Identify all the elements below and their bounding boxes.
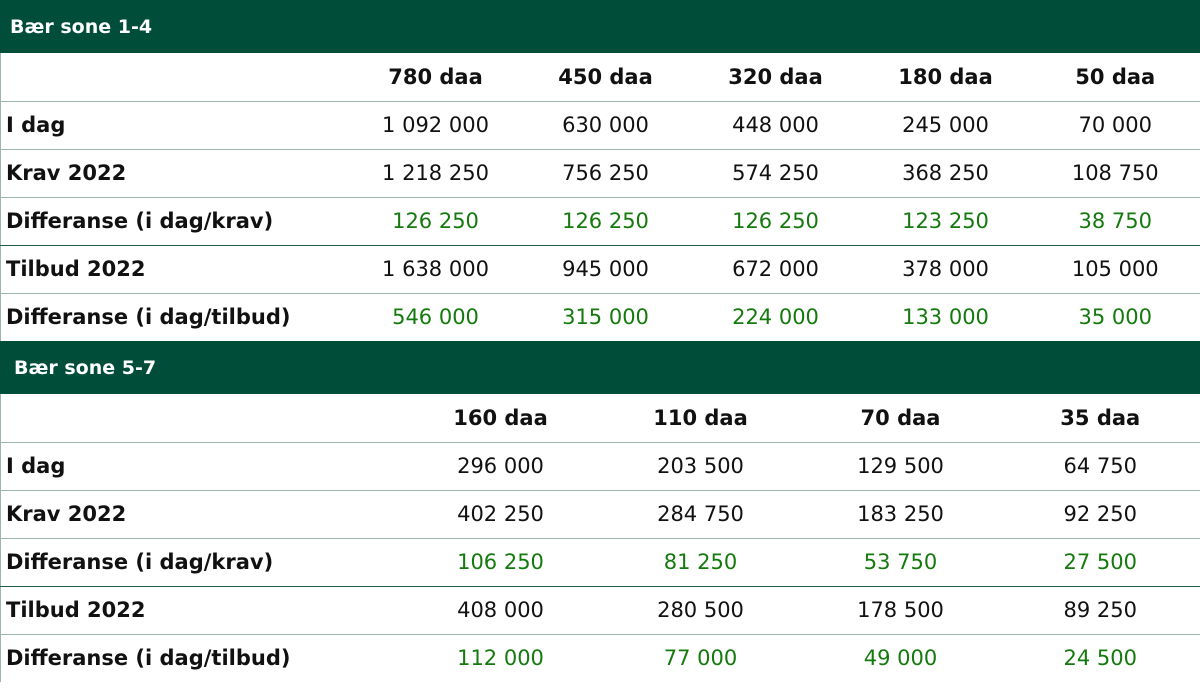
column-header: 320 daa <box>690 53 861 102</box>
column-header: 35 daa <box>1000 394 1200 443</box>
table-cell: 945 000 <box>520 245 691 294</box>
table-cell: 284 750 <box>600 490 801 539</box>
table-cell: 112 000 <box>457 646 544 671</box>
table-cell: 64 750 <box>1000 442 1200 491</box>
column-header: 70 daa <box>800 394 1001 443</box>
table-cell: 280 500 <box>600 586 801 635</box>
table-cell: 38 750 <box>1030 197 1200 246</box>
table-cell: 756 250 <box>520 149 691 198</box>
table-cell: 546 000 <box>392 305 479 330</box>
table-cell: 224 000 <box>732 305 819 330</box>
table-cell: 378 000 <box>860 245 1031 294</box>
table-header-row: 780 daa 450 daa 320 daa 180 daa 50 daa <box>0 53 1200 102</box>
table-cell: 77 000 <box>663 646 738 671</box>
table-cell: 24 500 <box>1000 634 1200 682</box>
table-row: Krav 2022 402 250 284 750 183 250 92 250 <box>0 490 1200 539</box>
row-label: I dag <box>0 442 401 491</box>
row-label: Differanse (i dag/tilbud) <box>0 634 401 682</box>
table-row-difference: Differanse (i dag/tilbud) 546 000 315 00… <box>0 293 1200 341</box>
table-row: Krav 2022 1 218 250 756 250 574 250 368 … <box>0 149 1200 198</box>
table-row-difference: Differanse (i dag/tilbud) 112 000 77 000… <box>0 634 1200 682</box>
row-label: Krav 2022 <box>0 490 401 539</box>
table-cell: 126 250 <box>520 197 691 246</box>
column-header: 450 daa <box>520 53 691 102</box>
table-cell: 368 250 <box>860 149 1031 198</box>
table-cell: 296 000 <box>400 442 601 491</box>
row-label: I dag <box>0 101 351 150</box>
table-cell: 49 000 <box>863 646 938 671</box>
column-header: 110 daa <box>600 394 801 443</box>
table-cell: 123 250 <box>860 197 1031 246</box>
table-row-difference: Differanse (i dag/krav) 106 250 81 250 5… <box>0 538 1200 587</box>
column-header: 180 daa <box>860 53 1031 102</box>
table-cell: 315 000 <box>562 305 649 330</box>
table-row: Tilbud 2022 1 638 000 945 000 672 000 37… <box>0 245 1200 294</box>
table-header-row: 160 daa 110 daa 70 daa 35 daa <box>0 394 1200 443</box>
table-row: I dag 296 000 203 500 129 500 64 750 <box>0 442 1200 491</box>
corner-cell <box>0 394 401 443</box>
table-cell: 133 000 <box>902 305 989 330</box>
table-cell: 92 250 <box>1000 490 1200 539</box>
table-cell: 408 000 <box>400 586 601 635</box>
section-title: Bær sone 1-4 <box>10 15 153 38</box>
table-cell: 108 750 <box>1030 149 1200 198</box>
table-cell: 89 250 <box>1000 586 1200 635</box>
table-cell: 178 500 <box>800 586 1001 635</box>
column-header: 780 daa <box>350 53 521 102</box>
section-header-zone-5-7: Bær sone 5-7 <box>0 341 1200 394</box>
column-header: 160 daa <box>400 394 601 443</box>
table-cell: 630 000 <box>520 101 691 150</box>
table-cell: 126 250 <box>690 197 861 246</box>
row-label: Differanse (i dag/krav) <box>0 538 401 587</box>
column-header: 50 daa <box>1030 53 1200 102</box>
table-cell: 70 000 <box>1030 101 1200 150</box>
corner-cell <box>0 53 351 102</box>
section-title: Bær sone 5-7 <box>14 356 157 379</box>
table-cell: 105 000 <box>1030 245 1200 294</box>
row-label: Differanse (i dag/krav) <box>0 197 351 246</box>
table-zone-5-7: 160 daa 110 daa 70 daa 35 daa I dag 296 … <box>0 394 1200 682</box>
table-cell: 1 218 250 <box>350 149 521 198</box>
table-cell: 106 250 <box>400 538 601 587</box>
row-label: Krav 2022 <box>0 149 351 198</box>
table-cell: 53 750 <box>800 538 1001 587</box>
table-cell: 27 500 <box>1000 538 1200 587</box>
table-cell: 1 638 000 <box>350 245 521 294</box>
table-cell: 402 250 <box>400 490 601 539</box>
table-cell: 126 250 <box>350 197 521 246</box>
table-cell: 1 092 000 <box>350 101 521 150</box>
table-cell: 672 000 <box>690 245 861 294</box>
table-cell: 448 000 <box>690 101 861 150</box>
table-cell: 183 250 <box>800 490 1001 539</box>
table-row-difference: Differanse (i dag/krav) 126 250 126 250 … <box>0 197 1200 246</box>
table-zone-1-4: 780 daa 450 daa 320 daa 180 daa 50 daa I… <box>0 53 1200 341</box>
section-header-zone-1-4: Bær sone 1-4 <box>0 0 1200 53</box>
table-cell: 35 000 <box>1030 293 1200 341</box>
table-cell: 203 500 <box>600 442 801 491</box>
row-label: Differanse (i dag/tilbud) <box>0 293 351 341</box>
table-row: Tilbud 2022 408 000 280 500 178 500 89 2… <box>0 586 1200 635</box>
table-cell: 81 250 <box>600 538 801 587</box>
table-row: I dag 1 092 000 630 000 448 000 245 000 … <box>0 101 1200 150</box>
row-label: Tilbud 2022 <box>0 245 351 294</box>
row-label: Tilbud 2022 <box>0 586 401 635</box>
table-cell: 574 250 <box>690 149 861 198</box>
table-cell: 129 500 <box>800 442 1001 491</box>
table-cell: 245 000 <box>860 101 1031 150</box>
